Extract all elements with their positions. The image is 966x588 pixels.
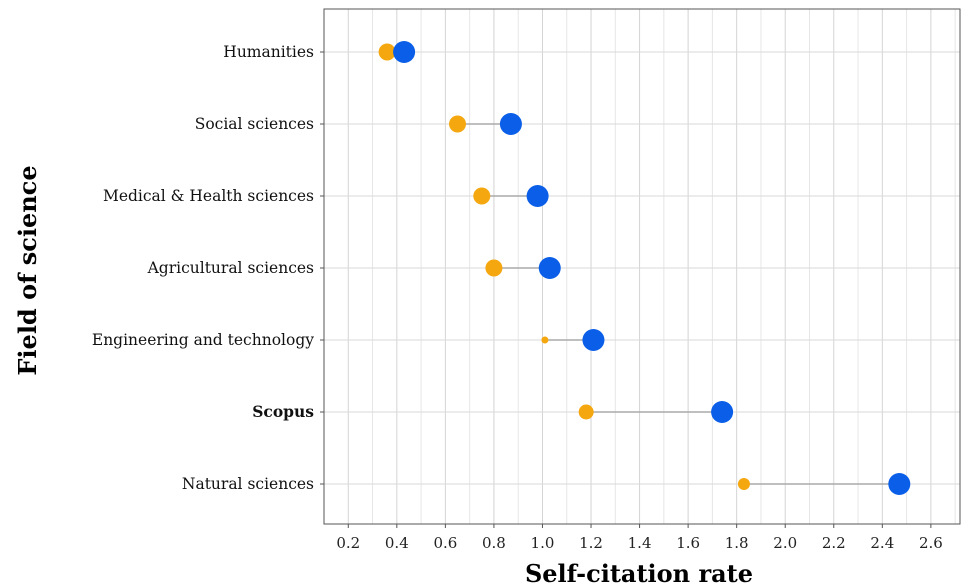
y-category-labels: Humanities Social sciences Medical & Healt… <box>92 43 324 493</box>
low-point <box>737 478 750 490</box>
x-tick-label: 1.0 <box>531 534 555 552</box>
point-layer <box>378 41 911 495</box>
low-point <box>578 404 594 420</box>
x-tick-label: 0.6 <box>433 534 457 552</box>
x-tick-label: 2.4 <box>870 534 894 552</box>
high-point <box>582 329 605 351</box>
low-point <box>378 43 396 61</box>
high-point <box>538 257 561 279</box>
category-label: Scopus <box>252 402 314 421</box>
low-point <box>473 187 491 205</box>
y-axis-title: Field of science <box>13 165 42 375</box>
high-point <box>499 113 522 135</box>
high-point <box>393 41 416 63</box>
category-label: Agricultural sciences <box>147 259 314 277</box>
x-tick-label: 1.4 <box>628 534 652 552</box>
x-tick-label: 0.8 <box>482 534 506 552</box>
x-tick-label: 2.2 <box>822 534 846 552</box>
x-tick-label: 0.2 <box>336 534 360 552</box>
category-label: Natural sciences <box>182 475 314 493</box>
x-axis-title: Self-citation rate <box>525 559 753 588</box>
category-label: Engineering and technology <box>92 331 314 349</box>
high-point <box>888 473 911 495</box>
x-tick-label: 2.0 <box>773 534 797 552</box>
high-point <box>526 185 549 207</box>
x-tick-labels: 0.2 0.4 0.6 0.8 1.0 1.2 1.4 1.6 1.8 2.0 2.2 2.4 2.6 <box>336 524 943 552</box>
grid-layer <box>324 9 960 524</box>
high-point <box>711 401 734 423</box>
x-tick-label: 0.4 <box>385 534 409 552</box>
low-point <box>541 336 549 344</box>
x-tick-label: 1.6 <box>676 534 700 552</box>
x-tick-label: 1.8 <box>725 534 749 552</box>
low-point <box>485 259 503 277</box>
category-label: Humanities <box>223 43 314 61</box>
x-tick-label: 1.2 <box>579 534 603 552</box>
low-point <box>449 115 467 133</box>
category-label: Medical & Health sciences <box>103 187 314 205</box>
category-label: Social sciences <box>195 115 314 133</box>
x-tick-label: 2.6 <box>919 534 943 552</box>
plot-panel-border <box>323 8 961 525</box>
